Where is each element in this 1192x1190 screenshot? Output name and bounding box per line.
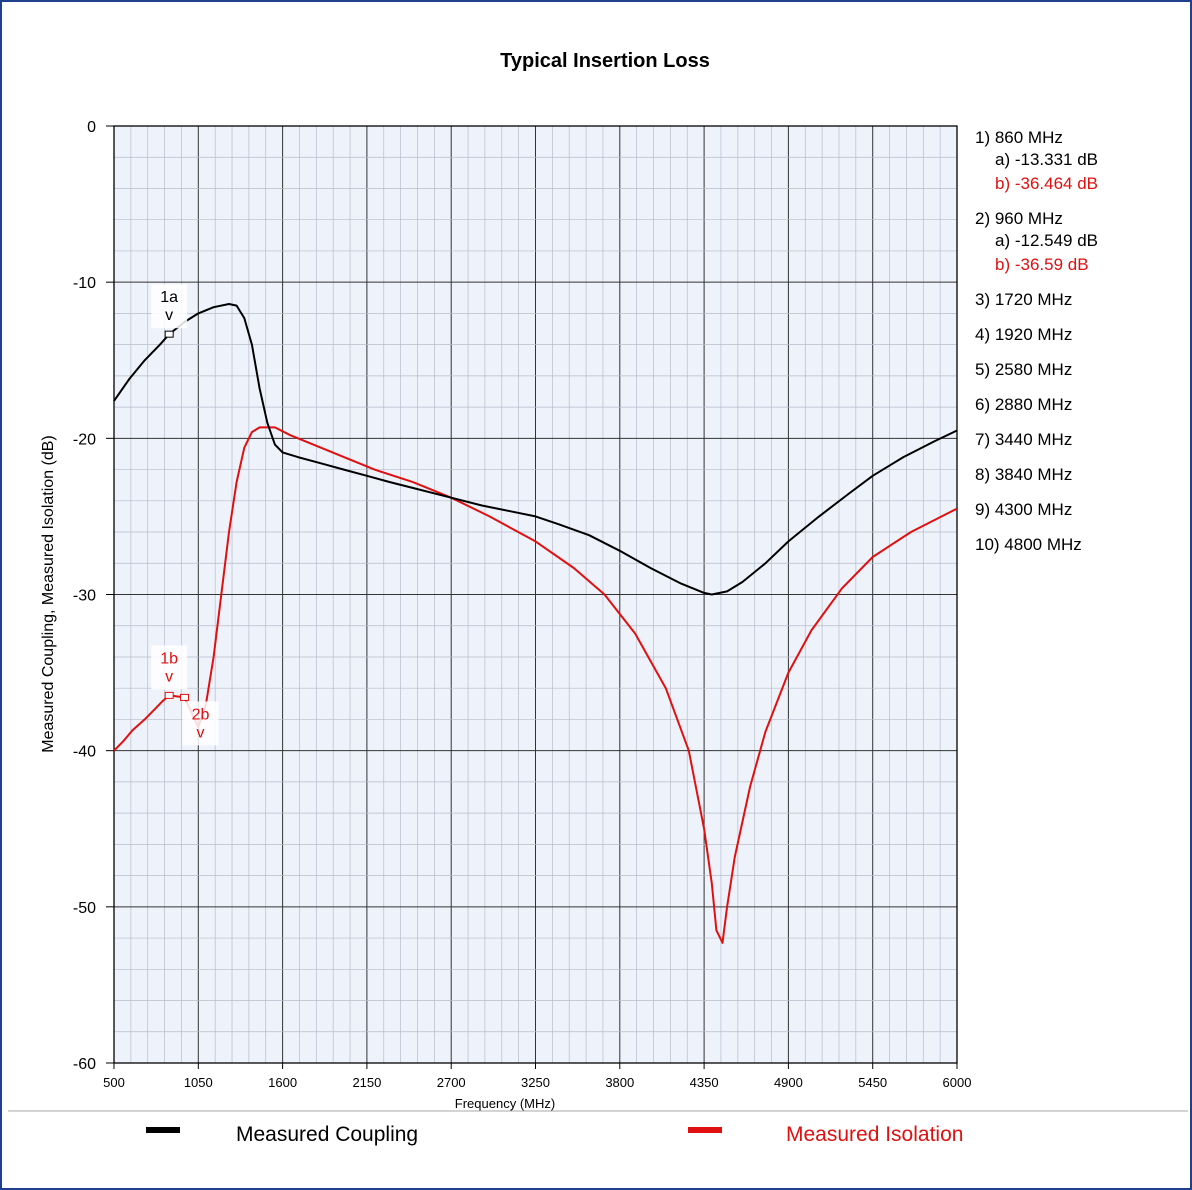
y-tick-label: -20	[73, 431, 96, 448]
grid-lines	[114, 126, 957, 1063]
marker-table-label: 10) 4800 MHz	[975, 535, 1082, 554]
x-tick-label: 3250	[521, 1075, 550, 1090]
x-tick-label: 3800	[605, 1075, 634, 1090]
marker-label-bg	[182, 701, 219, 746]
marker-label-caret: v	[165, 668, 173, 685]
marker-table-value-b: b) -36.59 dB	[995, 255, 1089, 274]
chart-title: Typical Insertion Loss	[500, 50, 710, 72]
x-tick-label: 4900	[774, 1075, 803, 1090]
marker-table-label: 2) 960 MHz	[975, 209, 1063, 228]
series-line-measured-coupling	[113, 303, 958, 596]
marker-label-bg	[151, 645, 188, 690]
marker-table-value-b: b) -36.464 dB	[995, 174, 1098, 193]
marker-table-label: 9) 4300 MHz	[975, 500, 1072, 519]
x-axis-ticks: 500 1050 1600 2150 2700 3250 3800 4350 4900 5450 6…	[103, 1063, 971, 1090]
x-tick-label: 1600	[268, 1075, 297, 1090]
x-axis-label: Frequency (MHz)	[455, 1096, 555, 1111]
marker-table-label: 4) 1920 MHz	[975, 325, 1072, 344]
marker-table-label: 6) 2880 MHz	[975, 395, 1072, 414]
marker-table-label: 5) 2580 MHz	[975, 360, 1072, 379]
y-axis-label: Measured Coupling, Measured Isolation (d…	[40, 435, 57, 753]
legend-label: Measured Coupling	[236, 1123, 418, 1146]
y-tick-label: -30	[73, 588, 96, 605]
x-tick-label: 5450	[858, 1075, 887, 1090]
marker-label-text: 2b	[192, 706, 210, 723]
marker-table: 1) 860 MHz a) -13.331 dB b) -36.464 dB 2) 9…	[975, 128, 1098, 554]
x-tick-label: 2150	[352, 1075, 381, 1090]
legend-swatch	[688, 1127, 722, 1133]
y-axis-ticks: 0 -10 -20 -30 -40 -50 -60	[73, 119, 114, 1073]
marker-label-text: 1b	[160, 650, 178, 667]
marker-point	[180, 693, 190, 701]
marker-label-bg	[151, 284, 188, 329]
legend: Measured Coupling Measured Isolation	[146, 1123, 963, 1146]
x-tick-label: 500	[103, 1075, 125, 1090]
y-tick-label: -10	[73, 275, 96, 292]
marker-table-label: 3) 1720 MHz	[975, 290, 1072, 309]
x-tick-label: 4350	[690, 1075, 719, 1090]
marker-point	[164, 691, 174, 699]
y-tick-label: -60	[73, 1056, 96, 1073]
y-tick-label: 0	[87, 119, 96, 136]
legend-swatch	[146, 1127, 180, 1133]
marker-label-caret: v	[197, 724, 205, 741]
marker-table-label: 8) 3840 MHz	[975, 465, 1072, 484]
marker-point	[164, 330, 174, 338]
marker-table-label: 7) 3440 MHz	[975, 430, 1072, 449]
x-tick-label: 2700	[437, 1075, 466, 1090]
marker-table-value-a: a) -12.549 dB	[995, 231, 1098, 250]
y-tick-label: -40	[73, 744, 96, 761]
legend-label: Measured Isolation	[786, 1123, 963, 1146]
x-tick-label: 1050	[184, 1075, 213, 1090]
marker-label-text: 1a	[160, 289, 178, 306]
x-tick-label: 6000	[943, 1075, 972, 1090]
marker-label-caret: v	[165, 307, 173, 324]
marker-table-value-a: a) -13.331 dB	[995, 150, 1098, 169]
y-tick-label: -50	[73, 900, 96, 917]
marker-table-label: 1) 860 MHz	[975, 128, 1063, 147]
